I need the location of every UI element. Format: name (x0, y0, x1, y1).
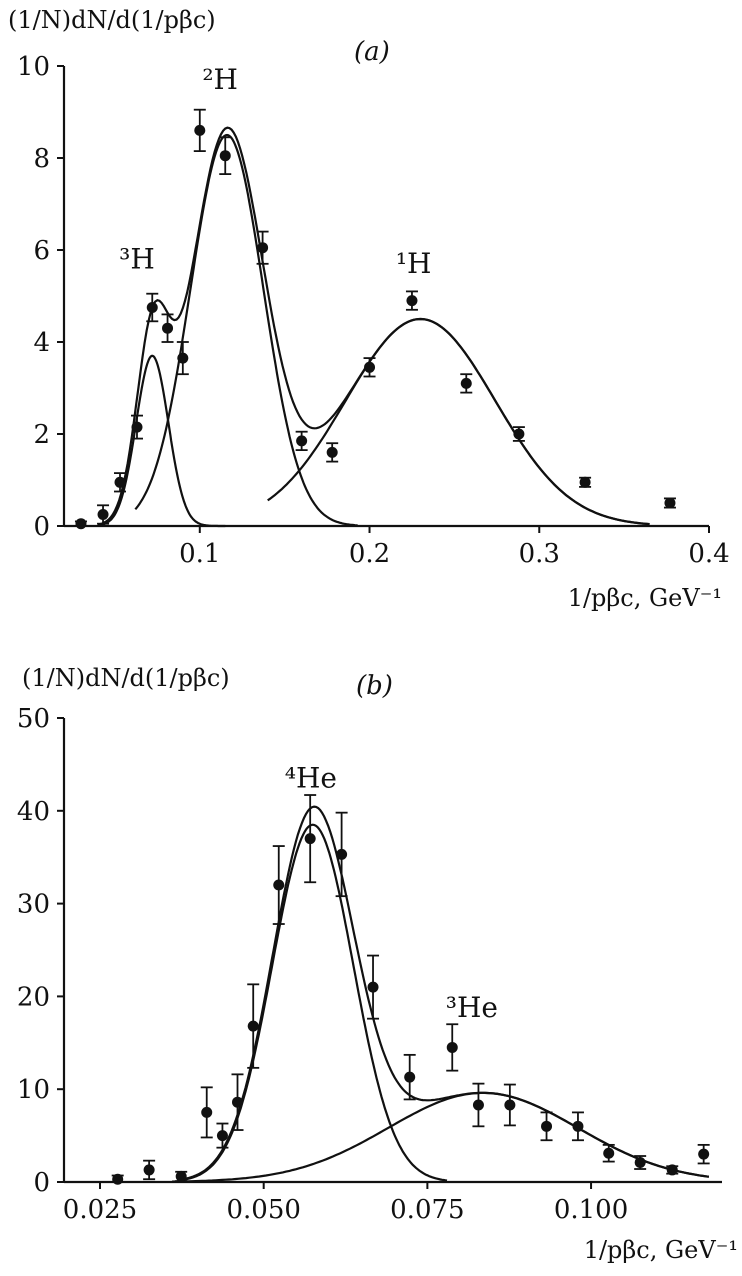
data-point-a (460, 377, 472, 389)
y-tick-label-a: 8 (33, 144, 50, 174)
data-point-b (472, 1099, 484, 1111)
y-tick-label-a: 2 (33, 420, 50, 450)
y-tick-label-b: 10 (17, 1075, 50, 1105)
component-curve-b (171, 1091, 710, 1183)
data-point-a (579, 476, 591, 488)
plot-area-b: 0 10 20 30 40 50 0.025 0.050 0.075 0.100 ⁴He ³He (17, 704, 722, 1225)
x-axis-title-b: 1/pβc, GeV⁻¹ (584, 1236, 738, 1264)
x-tick-label-b: 0.100 (554, 1195, 628, 1225)
chart-panel-a: (1/N)dN/d(1/pβc) (a) 1/pβc, GeV⁻¹ 0 2 4 6 8 1… (8, 6, 730, 612)
x-tick-label-b: 0.025 (63, 1195, 137, 1225)
y-tick-label-a: 4 (33, 328, 50, 358)
data-point-b (273, 879, 285, 891)
data-point-a (177, 352, 189, 364)
plot-area-a: 0 2 4 6 8 10 0.1 0.2 0.3 0.4 ³H ²H ¹H (17, 52, 730, 569)
data-point-b (336, 848, 348, 860)
data-point-b (216, 1130, 228, 1142)
data-point-a (296, 435, 308, 447)
x-tick-label-a: 0.2 (349, 539, 390, 569)
data-point-b (304, 833, 316, 845)
data-point-b (698, 1148, 710, 1160)
data-point-a (194, 124, 206, 136)
component-curve-b (184, 823, 448, 1182)
data-point-b (232, 1096, 244, 1108)
data-point-a (97, 509, 109, 520)
peak-label-3H: ³H (119, 242, 155, 275)
peak-label-3He: ³He (446, 991, 498, 1024)
data-point-a (513, 428, 525, 440)
total-fit-curve-a (97, 126, 650, 526)
data-point-a (75, 518, 87, 530)
total-fit-curve-b (184, 805, 710, 1180)
x-tick-label-b: 0.075 (390, 1195, 464, 1225)
data-point-b (143, 1164, 155, 1176)
data-point-b (175, 1170, 187, 1182)
data-point-a (406, 295, 418, 307)
component-curve-a (267, 317, 650, 526)
panel-label-b: (b) (356, 671, 393, 701)
x-tick-label-b: 0.050 (226, 1195, 300, 1225)
y-tick-label-b: 20 (17, 982, 50, 1012)
data-point-a (131, 421, 143, 433)
y-tick-label-b: 40 (17, 797, 50, 827)
data-point-b (404, 1071, 416, 1083)
data-point-b (367, 981, 379, 993)
data-point-b (201, 1106, 213, 1118)
data-point-a (257, 242, 269, 254)
data-point-a (326, 446, 338, 458)
data-point-b (541, 1120, 553, 1132)
y-axis-title-b: (1/N)dN/d(1/pβc) (22, 664, 230, 692)
x-tick-label-a: 0.3 (519, 539, 560, 569)
data-point-a (162, 322, 174, 334)
data-point-b (572, 1120, 584, 1132)
data-point-b (666, 1164, 678, 1176)
panel-label-a: (a) (354, 37, 390, 67)
y-axis-title-a: (1/N)dN/d(1/pβc) (8, 6, 216, 34)
y-tick-label-b: 50 (17, 704, 50, 734)
data-point-a (146, 302, 158, 313)
data-point-b (446, 1041, 458, 1053)
data-point-a (114, 476, 126, 488)
data-point-a (364, 361, 376, 373)
peak-label-1H: ¹H (396, 247, 432, 280)
data-point-b (603, 1147, 615, 1159)
data-point-b (112, 1173, 124, 1185)
component-curve-a (134, 133, 358, 527)
x-axis-title-a: 1/pβc, GeV⁻¹ (568, 584, 722, 612)
peak-label-2H: ²H (202, 63, 238, 96)
data-point-b (504, 1099, 516, 1111)
peak-label-4He: ⁴He (285, 762, 337, 795)
x-tick-label-a: 0.1 (179, 539, 220, 569)
y-tick-label-a: 0 (33, 512, 50, 542)
component-curve-a (97, 354, 226, 528)
y-tick-label-b: 0 (33, 1168, 50, 1198)
x-tick-label-a: 0.4 (688, 539, 729, 569)
y-tick-label-a: 10 (17, 52, 50, 82)
y-tick-label-a: 6 (33, 236, 50, 266)
data-point-b (247, 1020, 259, 1032)
chart-panel-b: (1/N)dN/d(1/pβc) (b) 1/pβc, GeV⁻¹ 0 10 20 3… (17, 664, 738, 1264)
data-point-b (634, 1157, 646, 1169)
data-point-a (664, 497, 676, 509)
y-tick-label-b: 30 (17, 890, 50, 920)
data-point-a (219, 150, 231, 162)
